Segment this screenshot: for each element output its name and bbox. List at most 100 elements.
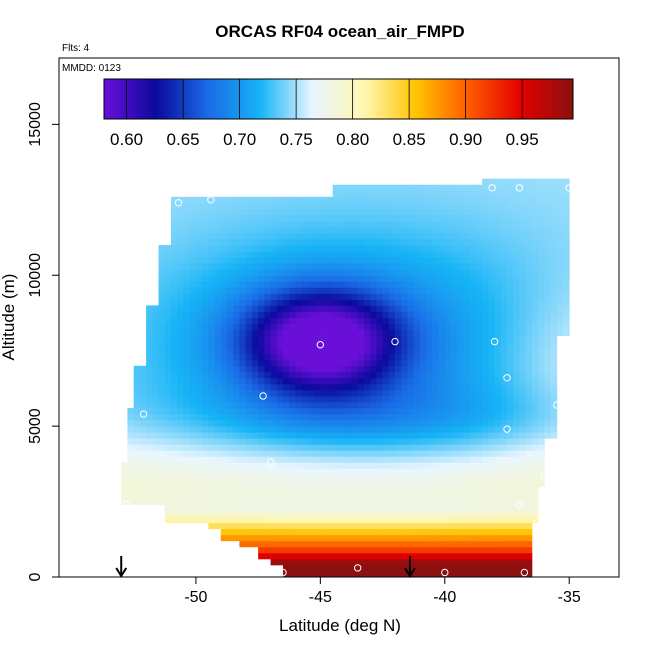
heatmap-cell	[469, 251, 477, 258]
heatmap-cell	[531, 492, 539, 499]
heatmap-cell	[283, 504, 290, 512]
heatmap-cell	[363, 317, 371, 324]
heatmap-cell	[270, 293, 278, 300]
heatmap-cell	[413, 233, 421, 240]
heatmap-cell	[183, 408, 191, 415]
heatmap-cell	[451, 516, 458, 524]
heatmap-cell	[407, 408, 415, 415]
heatmap-cell	[419, 287, 427, 294]
heatmap-cell	[463, 341, 471, 349]
heatmap-cell	[283, 444, 290, 451]
heatmap-cell	[457, 504, 464, 512]
heatmap-cell	[283, 311, 290, 318]
heatmap-cell	[264, 456, 271, 463]
heatmap-cell	[376, 480, 383, 487]
colorbar-segment	[329, 79, 334, 119]
heatmap-cell	[395, 528, 402, 536]
heatmap-cell	[475, 281, 483, 288]
heatmap-cell	[164, 305, 172, 312]
heatmap-cell	[513, 510, 520, 518]
heatmap-cell	[469, 202, 477, 210]
colorbar-segment	[549, 79, 553, 119]
heatmap-cell	[494, 317, 502, 324]
heatmap-cell	[388, 570, 396, 578]
heatmap-cell	[307, 468, 315, 475]
heatmap-cell	[258, 323, 265, 330]
heatmap-cell	[413, 468, 421, 475]
heatmap-cell	[239, 414, 247, 421]
heatmap-cell	[531, 323, 539, 330]
heatmap-cell	[189, 474, 197, 481]
heatmap-cell	[171, 323, 178, 330]
heatmap-cell	[146, 353, 153, 361]
heatmap-cell	[195, 371, 203, 379]
heatmap-cell	[357, 552, 365, 560]
heatmap-cell	[314, 208, 321, 216]
heatmap-cell	[438, 414, 446, 421]
heatmap-cell	[320, 214, 327, 222]
heatmap-cell	[177, 208, 184, 216]
heatmap-cell	[357, 492, 365, 499]
heatmap-cell	[419, 528, 427, 536]
heatmap-cell	[451, 353, 458, 361]
heatmap-cell	[488, 347, 495, 355]
heatmap-cell	[513, 564, 520, 572]
heatmap-cell	[531, 305, 539, 312]
heatmap-cell	[451, 190, 458, 198]
heatmap-cell	[494, 401, 502, 409]
heatmap-cell	[164, 432, 172, 439]
heatmap-cell	[220, 257, 228, 264]
heatmap-cell	[357, 359, 365, 367]
heatmap-cell	[183, 299, 191, 306]
heatmap-cell	[401, 492, 408, 499]
heatmap-cell	[158, 474, 166, 481]
heatmap-cell	[370, 196, 377, 204]
heatmap-cell	[164, 450, 172, 457]
heatmap-cell	[469, 462, 477, 469]
heatmap-cell	[177, 226, 184, 234]
heatmap-cell	[507, 468, 514, 475]
heatmap-cell	[376, 239, 383, 246]
heatmap-cell	[463, 263, 471, 270]
heatmap-cell	[475, 389, 483, 397]
heatmap-cell	[339, 233, 346, 240]
heatmap-cell	[351, 281, 359, 288]
heatmap-cell	[245, 305, 253, 312]
heatmap-cell	[413, 540, 421, 548]
heatmap-cell	[276, 546, 284, 554]
heatmap-cell	[463, 516, 471, 524]
heatmap-cell	[152, 401, 159, 409]
heatmap-cell	[258, 492, 265, 499]
heatmap-cell	[444, 456, 452, 463]
heatmap-cell	[276, 287, 284, 294]
heatmap-cell	[251, 420, 259, 427]
heatmap-cell	[320, 353, 327, 361]
heatmap-cell	[314, 359, 321, 367]
heatmap-cell	[258, 347, 265, 355]
heatmap-cell	[475, 522, 483, 530]
heatmap-cell	[164, 311, 172, 318]
heatmap-cell	[283, 498, 290, 505]
heatmap-cell	[339, 293, 346, 300]
heatmap-cell	[413, 353, 421, 361]
heatmap-cell	[451, 371, 458, 379]
heatmap-cell	[563, 323, 570, 330]
colorbar-tick-label: 0.85	[393, 130, 426, 149]
heatmap-cell	[432, 233, 439, 240]
heatmap-cell	[413, 432, 421, 439]
heatmap-cell	[332, 184, 340, 192]
heatmap-cell	[550, 347, 558, 355]
heatmap-cell	[556, 190, 564, 198]
heatmap-cell	[227, 281, 234, 288]
heatmap-cell	[208, 377, 215, 385]
heatmap-cell	[407, 226, 415, 234]
heatmap-cell	[195, 341, 203, 349]
heatmap-cell	[388, 371, 396, 379]
heatmap-cell	[177, 401, 184, 409]
heatmap-cell	[270, 552, 278, 560]
heatmap-cell	[177, 438, 184, 445]
heatmap-cell	[301, 414, 309, 421]
colorbar-segment	[279, 79, 284, 119]
heatmap-cell	[127, 432, 135, 439]
heatmap-cell	[463, 226, 471, 234]
